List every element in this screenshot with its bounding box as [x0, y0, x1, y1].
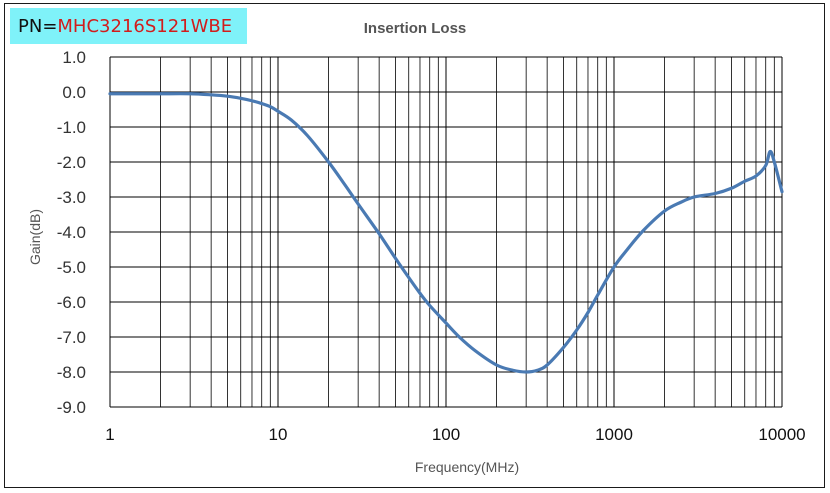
series-line: [108, 92, 784, 374]
chart-title: Insertion Loss: [364, 20, 467, 37]
x-tick-label: 1000: [595, 425, 633, 444]
part-number-label: PN=: [18, 15, 58, 37]
y-tick-label: 0.0: [62, 83, 86, 102]
x-axis-label: Frequency(MHz): [415, 459, 519, 475]
part-number-value: MHC3216S121WBE: [57, 15, 233, 37]
tick-labels: 1.0 0.0 -1.0 -2.0 -3.0 -4.0 -5.0 -6.0 -7.0 -8.0 -9…: [57, 48, 806, 444]
grid: [109, 56, 783, 408]
y-tick-label: -5.0: [57, 258, 86, 277]
y-tick-label: -3.0: [57, 188, 86, 207]
y-tick-label: -9.0: [57, 398, 86, 417]
y-tick-label: -4.0: [57, 223, 86, 242]
y-tick-label: -1.0: [57, 118, 86, 137]
x-tick-label: 10: [269, 425, 288, 444]
y-tick-label: -6.0: [57, 293, 86, 312]
y-axis-label: Gain(dB): [27, 209, 43, 265]
y-tick-label: 1.0: [62, 48, 86, 67]
part-number-box: PN= MHC3216S121WBE: [10, 8, 247, 44]
y-tick-label: -8.0: [57, 363, 86, 382]
y-tick-label: -2.0: [57, 153, 86, 172]
x-tick-label: 100: [432, 425, 460, 444]
x-tick-label: 10000: [758, 425, 805, 444]
y-tick-label: -7.0: [57, 328, 86, 347]
x-tick-label: 1: [105, 425, 114, 444]
